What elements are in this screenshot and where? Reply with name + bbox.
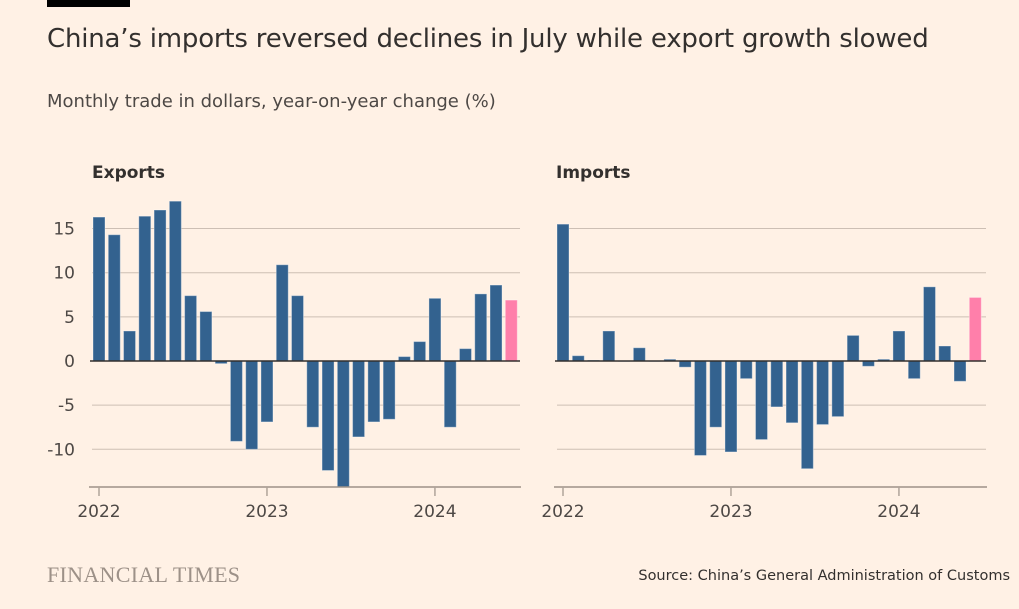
exports-bar — [474, 293, 488, 362]
exports-bar — [123, 330, 137, 362]
imports-bar — [632, 347, 646, 362]
imports-bar — [861, 360, 875, 367]
imports-bar — [907, 360, 921, 380]
exports-bar — [245, 360, 259, 450]
imports-bar — [709, 360, 723, 428]
imports-bar — [739, 360, 753, 380]
exports-bar — [184, 295, 198, 362]
exports-y-tick-label: 10 — [53, 264, 75, 284]
exports-y-tick-label: 0 — [64, 352, 75, 372]
imports-x-tick-label: 2024 — [877, 502, 920, 522]
exports-bar — [336, 360, 350, 488]
imports-bar — [556, 223, 570, 362]
exports-bar — [291, 295, 305, 362]
imports-bar — [846, 334, 860, 362]
imports-bar — [831, 360, 845, 418]
imports-bar — [953, 360, 967, 382]
imports-panel-title: Imports — [556, 163, 631, 183]
imports-bar — [816, 360, 830, 426]
exports-bar — [504, 299, 518, 362]
exports-x-tick-label: 2022 — [77, 502, 120, 522]
exports-panel-title: Exports — [92, 163, 166, 183]
exports-bar — [92, 216, 106, 362]
exports-bar — [352, 360, 366, 438]
exports-bar — [413, 341, 427, 362]
imports-bar — [968, 296, 982, 362]
exports-y-tick-label: -5 — [58, 396, 75, 416]
imports-x-tick-label: 2022 — [541, 502, 584, 522]
exports-bar — [275, 264, 289, 362]
exports-bar — [229, 360, 243, 442]
ft-top-bar — [47, 0, 130, 7]
exports-bar — [382, 360, 396, 420]
exports-bar — [489, 284, 503, 362]
chart-title: China’s imports reversed declines in Jul… — [47, 24, 929, 54]
exports-bar — [367, 360, 381, 423]
imports-x-tick-label: 2023 — [709, 502, 752, 522]
exports-bar — [321, 360, 335, 471]
exports-bar — [428, 297, 442, 362]
exports-x-tick-label: 2023 — [245, 502, 288, 522]
exports-bar — [458, 348, 472, 362]
imports-bar — [678, 360, 692, 368]
imports-bar — [892, 330, 906, 362]
exports-bar — [199, 311, 213, 362]
imports-bar — [785, 360, 799, 424]
imports-bar — [922, 286, 936, 362]
exports-x-tick-label: 2024 — [413, 502, 456, 522]
imports-bar — [800, 360, 814, 470]
imports-bar — [724, 360, 738, 453]
exports-bar — [153, 209, 167, 362]
exports-bar — [107, 234, 121, 362]
imports-bar — [602, 330, 616, 362]
exports-bar — [306, 360, 320, 428]
imports-bar — [770, 360, 784, 408]
imports-bar — [755, 360, 769, 441]
exports-bar — [138, 215, 152, 362]
ft-logo: FINANCIAL TIMES — [47, 562, 241, 587]
exports-y-tick-label: -10 — [47, 440, 75, 460]
chart-subtitle: Monthly trade in dollars, year-on-year c… — [47, 91, 496, 112]
source-note: Source: China’s General Administration o… — [638, 568, 1010, 584]
exports-bar — [443, 360, 457, 428]
exports-bar — [168, 200, 182, 362]
imports-bar — [938, 345, 952, 362]
exports-bar — [260, 360, 274, 423]
imports-bar — [571, 355, 585, 362]
exports-y-tick-label: 5 — [64, 308, 75, 328]
exports-y-tick-label: 15 — [53, 220, 75, 240]
imports-bar — [693, 360, 707, 456]
